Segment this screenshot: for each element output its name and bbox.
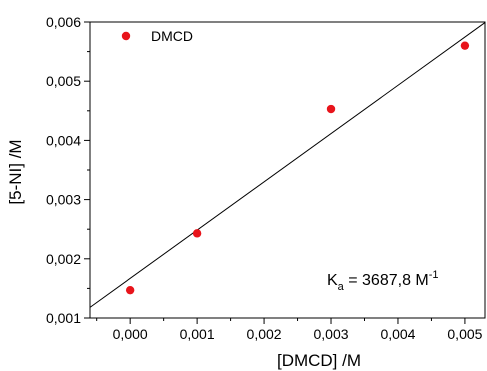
y-tick-label: 0,005 <box>46 73 81 89</box>
x-axis-label: [DMCD] /M <box>277 351 361 370</box>
y-tick-label: 0,006 <box>46 14 81 30</box>
ka-superscript: -1 <box>429 269 439 281</box>
plot-area <box>89 22 486 308</box>
axes: 0,000 0,001 0,002 0,003 0,004 0,005 0,001 0,002… <box>46 14 486 342</box>
x-tick-label: 0,000 <box>113 326 148 342</box>
data-point <box>326 104 336 114</box>
legend: DMCD <box>121 28 193 44</box>
x-tick-label: 0,001 <box>180 326 215 342</box>
x-tick-label: 0,002 <box>247 326 282 342</box>
data-point <box>192 229 202 238</box>
legend-marker <box>121 31 131 41</box>
ka-annotation: Ka = 3687,8 M-1 <box>327 269 439 293</box>
legend-label-dmcd: DMCD <box>151 28 193 44</box>
x-tick-label: 0,004 <box>380 326 415 342</box>
ka-subscript: a <box>338 281 345 293</box>
data-point <box>460 41 470 50</box>
fit-line <box>89 22 486 308</box>
y-tick-label: 0,001 <box>46 310 81 326</box>
data-point <box>125 285 135 295</box>
y-tick-label: 0,004 <box>46 132 81 148</box>
x-tick-label: 0,003 <box>313 326 348 342</box>
x-tick-label: 0,005 <box>447 326 482 342</box>
ka-symbol: K <box>327 272 338 289</box>
y-axis-label: [5-NI] /M <box>6 139 25 204</box>
y-tick-label: 0,003 <box>46 192 81 208</box>
ka-value: = 3687,8 M <box>344 272 429 289</box>
y-tick-label: 0,002 <box>46 251 81 267</box>
